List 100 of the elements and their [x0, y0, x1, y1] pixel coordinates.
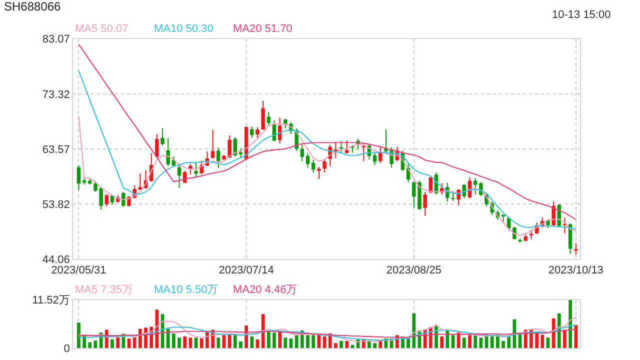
candlestick [518, 238, 522, 244]
candlestick [501, 214, 506, 224]
bar [557, 313, 561, 348]
candlestick [166, 138, 170, 167]
candlestick [311, 159, 316, 174]
candlestick [104, 194, 109, 207]
bar [250, 336, 254, 348]
candlestick [138, 172, 142, 190]
candlestick [160, 128, 164, 146]
text: MA5 50.07 [75, 23, 128, 35]
bar [272, 332, 276, 348]
candlestick [339, 140, 344, 154]
bar [574, 325, 578, 348]
candlestick [362, 143, 366, 162]
bar [200, 338, 204, 348]
candlestick [256, 126, 260, 139]
candlestick [188, 163, 192, 175]
candlestick [322, 159, 326, 174]
y-tick-label: 44.06 [42, 254, 70, 266]
bar [373, 343, 376, 348]
bar [77, 322, 80, 348]
line-series [78, 70, 576, 230]
candlestick [238, 148, 243, 158]
candlestick [378, 146, 382, 164]
bar [284, 338, 288, 348]
bar [456, 332, 460, 348]
bar [502, 341, 505, 348]
candlestick [250, 126, 254, 138]
bar [306, 335, 310, 348]
chart-title: SH688066 [4, 0, 62, 14]
y-tick-label: 53.82 [42, 198, 70, 211]
bar [340, 341, 343, 348]
bar [563, 330, 566, 348]
y-tick-label: 0 [64, 343, 70, 356]
candlestick [110, 194, 114, 206]
bar [462, 338, 466, 348]
candlestick [122, 191, 126, 207]
y-tick-label: 83.07 [42, 34, 70, 46]
candlestick [344, 140, 349, 154]
bar [406, 338, 410, 348]
candlestick [266, 111, 271, 126]
text: MA20 4.46万 [233, 284, 298, 296]
text: MA10 50.30 [154, 23, 214, 35]
bar [474, 334, 478, 348]
bar [412, 313, 416, 348]
candlestick [524, 233, 528, 242]
bar [378, 341, 382, 348]
text: MA20 51.70 [233, 23, 292, 35]
candlestick [451, 190, 455, 202]
bar [183, 336, 187, 348]
candlestick [568, 222, 572, 254]
candlestick [155, 134, 159, 157]
bar [535, 332, 538, 348]
candlestick [512, 226, 516, 240]
x-tick-label: 2023/07/14 [218, 264, 274, 276]
candlestick [372, 152, 377, 166]
candlestick [423, 191, 427, 217]
bar [507, 336, 511, 348]
candlestick [82, 176, 86, 185]
bar [440, 336, 444, 348]
candlestick [317, 166, 321, 180]
text: MA5 7.35万 [75, 284, 134, 296]
candlestick [350, 144, 354, 154]
bar [540, 334, 544, 348]
bar [568, 300, 572, 348]
bar [266, 330, 270, 348]
bar [138, 328, 142, 348]
bar [132, 336, 136, 348]
bar [166, 328, 170, 348]
bar [312, 335, 316, 348]
bar [294, 335, 298, 348]
candlestick [278, 117, 282, 144]
line-series [78, 324, 576, 341]
bar [334, 343, 338, 348]
candlestick [334, 141, 338, 159]
candlestick [306, 152, 310, 168]
y-tick-label: 11.52万 [32, 294, 70, 307]
text: MA10 5.50万 [154, 284, 218, 296]
candlestick [529, 229, 534, 240]
candlestick [562, 217, 567, 234]
candlestick [88, 178, 92, 185]
candlestick [210, 130, 215, 159]
bar [172, 333, 176, 348]
bar [239, 341, 242, 348]
bar [116, 336, 120, 348]
y-tick-label: 73.32 [42, 88, 70, 101]
line-series [78, 116, 576, 236]
x-tick-label: 2023/05/31 [51, 264, 106, 276]
bar [216, 338, 220, 348]
candlestick [216, 147, 220, 168]
line-series [78, 44, 576, 220]
candlestick [76, 164, 81, 191]
line-series [78, 328, 576, 338]
candlestick [300, 143, 304, 162]
bar [88, 342, 92, 348]
candlestick [473, 177, 478, 195]
y-tick-label: 63.57 [42, 144, 70, 156]
bar [368, 341, 371, 348]
candlestick [574, 242, 578, 256]
candlestick [261, 100, 265, 130]
